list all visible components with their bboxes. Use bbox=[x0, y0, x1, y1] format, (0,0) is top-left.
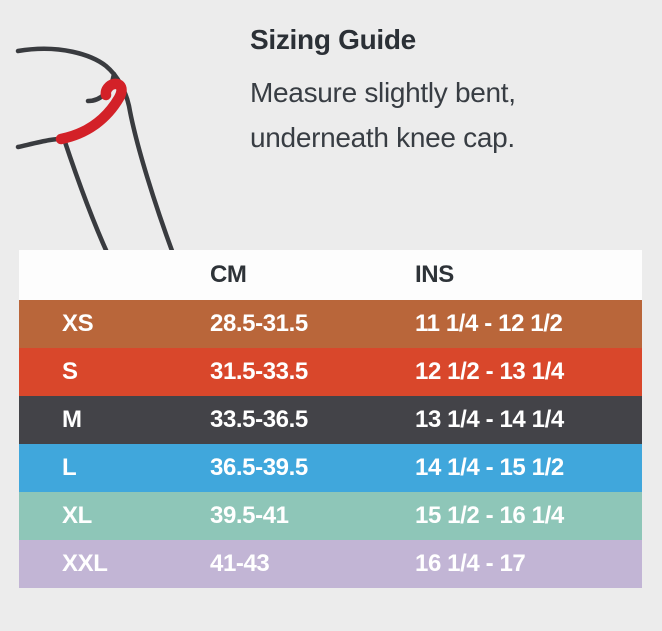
guide-text-block: Sizing Guide Measure slightly bent, unde… bbox=[250, 24, 640, 160]
cm-value: 41-43 bbox=[210, 550, 270, 577]
cm-value: 31.5-33.5 bbox=[210, 358, 308, 385]
page-title: Sizing Guide bbox=[250, 24, 416, 55]
size-label: S bbox=[62, 358, 78, 385]
size-row-s: S 31.5-33.5 12 1/2 - 13 1/4 bbox=[19, 348, 642, 396]
size-row-l: L 36.5-39.5 14 1/4 - 15 1/2 bbox=[19, 444, 642, 492]
size-table: CM INS XS 28.5-31.5 11 1/4 - 12 1/2 S 31… bbox=[19, 250, 642, 588]
cm-value: 39.5-41 bbox=[210, 502, 289, 529]
size-row-xxl: XXL 41-43 16 1/4 - 17 bbox=[19, 540, 642, 588]
size-row-xl: XL 39.5-41 15 1/2 - 16 1/4 bbox=[19, 492, 642, 540]
size-row-m: M 33.5-36.5 13 1/4 - 14 1/4 bbox=[19, 396, 642, 444]
size-label: XL bbox=[62, 502, 92, 529]
cm-column-header: CM bbox=[210, 261, 247, 288]
size-label: XXL bbox=[62, 550, 108, 577]
ins-value: 16 1/4 - 17 bbox=[415, 550, 526, 577]
size-label: M bbox=[62, 406, 82, 433]
cm-value: 36.5-39.5 bbox=[210, 454, 308, 481]
size-label: XS bbox=[62, 310, 94, 337]
red-strap bbox=[55, 78, 127, 145]
table-header-row: CM INS bbox=[19, 250, 642, 300]
ins-value: 13 1/4 - 14 1/4 bbox=[415, 406, 564, 433]
ins-value: 12 1/2 - 13 1/4 bbox=[415, 358, 564, 385]
cm-value: 28.5-31.5 bbox=[210, 310, 308, 337]
calf-outline-line bbox=[15, 136, 113, 260]
instruction-line-2: underneath knee cap. bbox=[250, 122, 515, 153]
size-label: L bbox=[62, 454, 77, 481]
instruction-line-1: Measure slightly bent, bbox=[250, 77, 516, 108]
cm-value: 33.5-36.5 bbox=[210, 406, 308, 433]
ins-value: 14 1/4 - 15 1/2 bbox=[415, 454, 564, 481]
ins-column-header: INS bbox=[415, 261, 454, 288]
ins-value: 15 1/2 - 16 1/4 bbox=[415, 502, 564, 529]
size-row-xs: XS 28.5-31.5 11 1/4 - 12 1/2 bbox=[19, 300, 642, 348]
knee-measurement-illustration bbox=[15, 46, 178, 260]
ins-value: 11 1/4 - 12 1/2 bbox=[415, 310, 563, 337]
